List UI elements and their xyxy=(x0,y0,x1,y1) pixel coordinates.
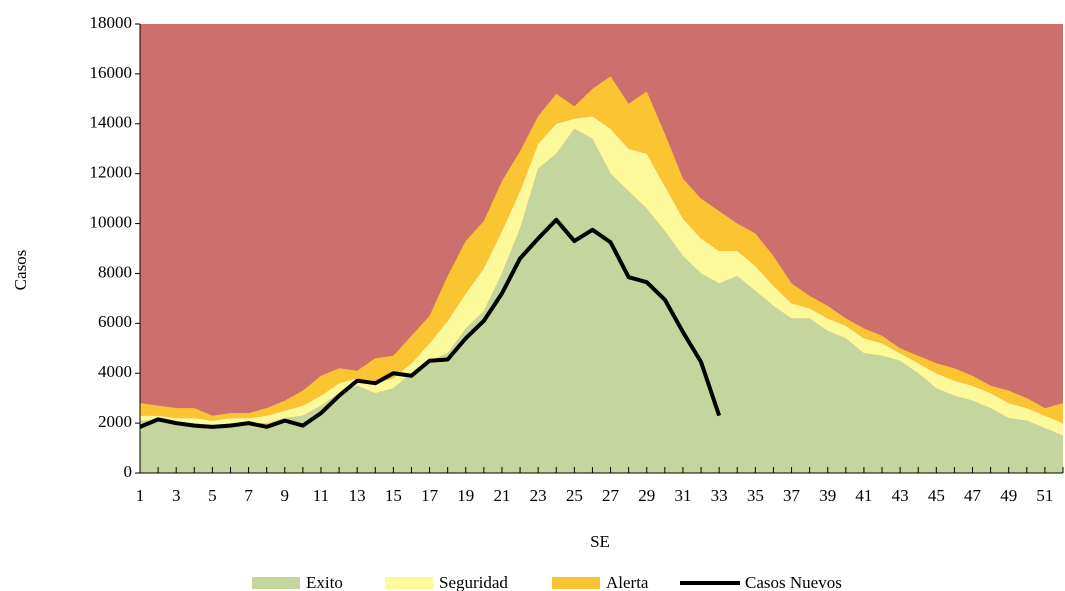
y-tick-label: 6000 xyxy=(98,312,132,331)
y-tick-label: 4000 xyxy=(98,362,132,381)
legend-label: Casos Nuevos xyxy=(745,573,842,591)
line xyxy=(139,217,722,429)
y-axis-title: Casos xyxy=(11,250,30,291)
legend-label: Seguridad xyxy=(439,573,508,591)
x-tick-label: 37 xyxy=(783,486,801,505)
x-tick-label: 27 xyxy=(602,486,620,505)
x-tick-label: 43 xyxy=(892,486,909,505)
x-tick-label: 7 xyxy=(244,486,253,505)
legend-swatch xyxy=(252,577,300,589)
legend-swatch xyxy=(552,577,600,589)
x-tick-label: 13 xyxy=(349,486,366,505)
x-tick-label: 5 xyxy=(208,486,217,505)
x-tick-label: 51 xyxy=(1036,486,1053,505)
x-tick-label: 9 xyxy=(281,486,290,505)
y-tick-label: 12000 xyxy=(90,163,133,182)
x-tick-label: 11 xyxy=(313,486,329,505)
y-tick-label: 14000 xyxy=(90,113,133,132)
y-tick-label: 8000 xyxy=(98,262,132,281)
x-tick-label: 31 xyxy=(674,486,691,505)
x-tick-label: 35 xyxy=(747,486,764,505)
x-axis-title: SE xyxy=(590,532,610,551)
x-tick-label: 3 xyxy=(172,486,181,505)
x-tick-label: 45 xyxy=(928,486,945,505)
x-tick-label: 49 xyxy=(1000,486,1017,505)
x-tick-label: 29 xyxy=(638,486,655,505)
y-tick-label: 18000 xyxy=(90,13,133,32)
x-tick-label: 21 xyxy=(493,486,510,505)
y-tick-label: 10000 xyxy=(90,212,133,231)
y-tick-label: 16000 xyxy=(90,63,133,82)
x-tick-label: 25 xyxy=(566,486,583,505)
legend-label: Alerta xyxy=(606,573,649,591)
x-tick-label: 39 xyxy=(819,486,836,505)
x-tick-label: 33 xyxy=(711,486,728,505)
x-tick-label: 19 xyxy=(457,486,474,505)
area xyxy=(140,128,1063,473)
x-tick-label: 41 xyxy=(855,486,872,505)
legend-label: Exito xyxy=(306,573,343,591)
y-tick-label: 0 xyxy=(124,462,133,481)
x-tick-label: 17 xyxy=(421,486,439,505)
x-tick-label: 15 xyxy=(385,486,402,505)
y-tick-label: 2000 xyxy=(98,412,132,431)
legend-swatch xyxy=(385,577,433,589)
x-tick-label: 23 xyxy=(530,486,547,505)
x-tick-label: 1 xyxy=(136,486,145,505)
x-tick-label: 47 xyxy=(964,486,982,505)
